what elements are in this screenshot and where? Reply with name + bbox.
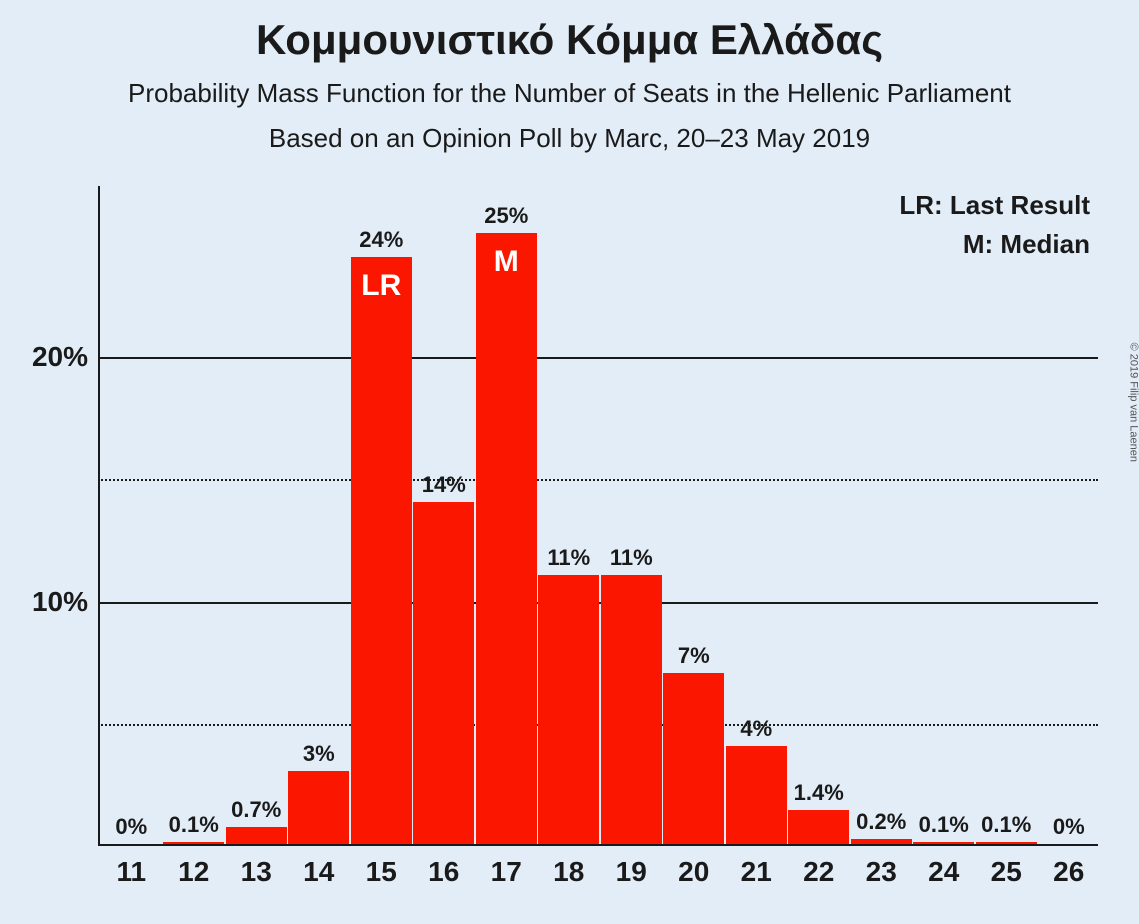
x-tick-label: 18: [553, 856, 584, 888]
bar-slot: 0.2%23: [851, 186, 912, 844]
x-tick-label: 11: [116, 856, 146, 888]
bar-inner-label: LR: [361, 269, 401, 303]
y-tick-label: 20%: [32, 341, 88, 373]
bar: 14%: [413, 502, 474, 844]
bar: 3%: [288, 771, 349, 844]
bar: 11%: [601, 575, 662, 844]
bar-slot: 0%11: [101, 186, 162, 844]
bar-value-label: 11%: [610, 545, 653, 571]
bar-value-label: 11%: [547, 545, 590, 571]
bar-slot: 11%18: [538, 186, 599, 844]
bar-value-label: 0.7%: [231, 797, 281, 823]
x-tick-label: 19: [616, 856, 647, 888]
bar-value-label: 0%: [1053, 814, 1085, 840]
x-tick-label: 14: [303, 856, 334, 888]
x-tick-label: 22: [803, 856, 834, 888]
bar-slot: 4%21: [726, 186, 787, 844]
bar: 25%M: [476, 233, 537, 844]
bar: 1.4%: [788, 810, 849, 844]
bar-value-label: 0.2%: [856, 809, 906, 835]
bar-slot: 11%19: [601, 186, 662, 844]
bar-value-label: 3%: [303, 741, 335, 767]
bar-value-label: 0.1%: [169, 812, 219, 838]
x-tick-label: 12: [178, 856, 209, 888]
bar-value-label: 1.4%: [794, 780, 844, 806]
bar: 0.1%: [913, 842, 974, 844]
x-tick-label: 13: [241, 856, 272, 888]
y-tick-label: 10%: [32, 586, 88, 618]
bar: 24%LR: [351, 257, 412, 844]
bar: 0.1%: [163, 842, 224, 844]
x-tick-label: 20: [678, 856, 709, 888]
x-tick-label: 15: [366, 856, 397, 888]
bar-slot: 0.7%13: [226, 186, 287, 844]
bar-slot: 14%16: [413, 186, 474, 844]
x-tick-label: 25: [991, 856, 1022, 888]
bar-value-label: 0%: [115, 814, 147, 840]
bar-slot: 7%20: [663, 186, 724, 844]
bar-slot: 1.4%22: [788, 186, 849, 844]
x-tick-label: 26: [1053, 856, 1084, 888]
bar: 0.7%: [226, 827, 287, 844]
copyright-text: © 2019 Filip van Laenen: [1127, 343, 1139, 462]
x-tick-label: 17: [491, 856, 522, 888]
bar-slot: 3%14: [288, 186, 349, 844]
bar-value-label: 14%: [422, 472, 466, 498]
chart-area: LR: Last Result M: Median 0%110.1%120.7%…: [98, 186, 1098, 846]
bar-value-label: 7%: [678, 643, 710, 669]
x-tick-label: 21: [741, 856, 772, 888]
chart-subtitle-1: Probability Mass Function for the Number…: [0, 78, 1139, 109]
chart-subtitle-2: Based on an Opinion Poll by Marc, 20–23 …: [0, 123, 1139, 154]
bars-container: 0%110.1%120.7%133%1424%LR1514%1625%M1711…: [98, 186, 1098, 846]
bar: 4%: [726, 746, 787, 844]
bar-value-label: 0.1%: [919, 812, 969, 838]
bar: 0.2%: [851, 839, 912, 844]
chart-title: Κομμουνιστικό Κόμμα Ελλάδας: [0, 0, 1139, 64]
bar-value-label: 0.1%: [981, 812, 1031, 838]
bar-value-label: 4%: [740, 716, 772, 742]
bar-slot: 0%26: [1038, 186, 1099, 844]
bar: 7%: [663, 673, 724, 844]
x-tick-label: 16: [428, 856, 459, 888]
bar-value-label: 24%: [359, 227, 403, 253]
bar-value-label: 25%: [484, 203, 528, 229]
bar-slot: 0.1%12: [163, 186, 224, 844]
bar: 11%: [538, 575, 599, 844]
x-tick-label: 24: [928, 856, 959, 888]
bar-slot: 0.1%24: [913, 186, 974, 844]
x-tick-label: 23: [866, 856, 897, 888]
plot-region: 0%110.1%120.7%133%1424%LR1514%1625%M1711…: [98, 186, 1098, 846]
bar-slot: 24%LR15: [351, 186, 412, 844]
bar: 0.1%: [976, 842, 1037, 844]
bar-slot: 0.1%25: [976, 186, 1037, 844]
bar-slot: 25%M17: [476, 186, 537, 844]
bar-inner-label: M: [494, 245, 519, 279]
